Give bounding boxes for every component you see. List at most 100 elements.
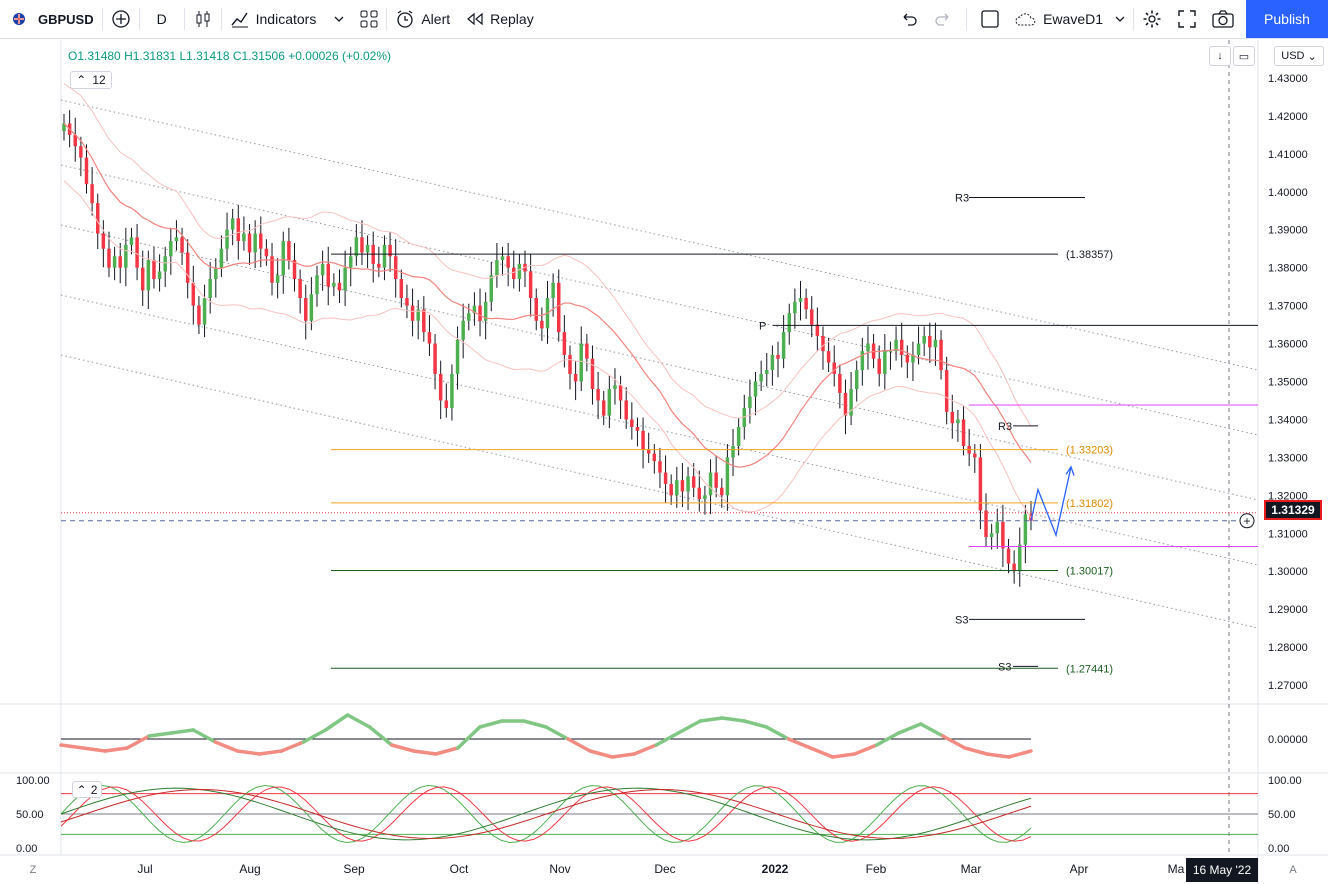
candle-body xyxy=(287,241,291,261)
chevron-down-icon[interactable] xyxy=(1115,16,1125,22)
candle-body xyxy=(146,260,151,291)
candle-body xyxy=(354,237,359,257)
interval-button[interactable]: D xyxy=(140,0,184,38)
candle-body xyxy=(663,472,668,484)
settings-button[interactable] xyxy=(1134,0,1170,38)
price-tick-label: 1.31000 xyxy=(1268,528,1308,540)
candle-body xyxy=(770,354,775,371)
candle-body xyxy=(624,400,628,420)
level-label: (1.33203) xyxy=(1066,445,1113,457)
candle-body xyxy=(483,301,488,321)
level-label: R3 xyxy=(955,192,969,204)
publish-button[interactable]: Publish xyxy=(1246,0,1328,38)
macd-segment xyxy=(896,722,923,735)
candle-body xyxy=(815,324,820,336)
candle-body xyxy=(534,298,538,321)
indicators-button[interactable]: Indicators xyxy=(222,0,353,38)
replay-button[interactable]: Replay xyxy=(458,0,542,38)
candle-body xyxy=(742,408,747,428)
candle-body xyxy=(478,305,482,321)
candle-body xyxy=(332,282,336,287)
candle-body xyxy=(84,157,89,185)
candle-body xyxy=(455,339,460,374)
chevron-down-icon[interactable] xyxy=(334,16,344,22)
macd-segment xyxy=(720,716,747,723)
candle-body xyxy=(236,218,241,242)
time-tick-label: 2022 xyxy=(762,862,789,876)
symbol-button[interactable]: GBPUSD xyxy=(0,0,102,38)
price-tick-label: 1.39000 xyxy=(1268,225,1308,237)
macd-segment xyxy=(919,722,945,738)
oscillator-legend-toggle[interactable]: ⌃ 2 xyxy=(72,781,102,798)
candle-body xyxy=(472,305,477,314)
fullscreen-button[interactable] xyxy=(1170,0,1204,38)
candle-body xyxy=(304,298,308,321)
candle-body xyxy=(433,343,437,374)
candle-body xyxy=(399,279,404,299)
candle-body xyxy=(579,343,583,382)
price-tick-label: 1.29000 xyxy=(1268,604,1308,616)
macd-segment xyxy=(610,752,636,759)
stoch-left-tick-label: 0.00 xyxy=(16,843,37,855)
candle-body xyxy=(568,354,572,374)
candle-body xyxy=(495,260,499,276)
candle-body xyxy=(360,237,364,253)
separator xyxy=(138,8,140,30)
indicator-count: 12 xyxy=(92,73,106,87)
candle-body xyxy=(562,332,567,355)
candle-body xyxy=(911,354,915,363)
currency-selector[interactable]: USD ⌄ xyxy=(1274,46,1324,66)
expand-icon xyxy=(1178,10,1196,28)
macd-segment xyxy=(367,725,394,747)
indicator-legend-toggle[interactable]: ⌃ 12 xyxy=(70,71,112,89)
price-tick-label: 1.43000 xyxy=(1268,73,1308,85)
candle-body xyxy=(500,256,505,261)
candle-body xyxy=(298,279,302,299)
layout-name-button[interactable]: EwaveD1 xyxy=(1007,0,1133,38)
snapshot-button[interactable] xyxy=(1204,0,1242,38)
scroll-down-button[interactable]: ↓ xyxy=(1209,46,1231,66)
separator xyxy=(183,8,185,30)
separator xyxy=(386,8,388,30)
macd-segment xyxy=(764,725,791,741)
candle-body xyxy=(843,392,848,416)
candle-body xyxy=(989,533,994,538)
high-value: H1.31831 xyxy=(124,49,177,63)
chart-type-button[interactable] xyxy=(185,0,221,38)
stoch-left-tick-label: 50.00 xyxy=(16,809,44,821)
macd-segment xyxy=(985,752,1011,759)
price-tick-label: 1.37000 xyxy=(1268,301,1308,313)
time-tick-label: Aug xyxy=(239,862,260,876)
candle-body xyxy=(365,244,370,253)
layouts-button[interactable] xyxy=(352,0,386,38)
candle-body xyxy=(809,309,814,325)
candle-body xyxy=(714,472,718,488)
grid-icon xyxy=(360,10,378,28)
fullscreen-toggle-button[interactable] xyxy=(973,0,1007,38)
maximize-pane-button[interactable]: ▭ xyxy=(1233,46,1255,66)
crosshair-date-tag: 16 May '22 xyxy=(1186,858,1258,882)
macd-segment xyxy=(191,728,218,744)
macd-segment xyxy=(323,713,350,732)
macd-segment xyxy=(632,743,658,756)
cloud-icon xyxy=(1015,11,1037,27)
compare-button[interactable] xyxy=(103,0,139,38)
candle-body xyxy=(669,483,673,496)
candle-body xyxy=(377,263,381,268)
macd-segment xyxy=(411,749,438,756)
candle-body xyxy=(259,233,263,249)
candle-body xyxy=(916,343,921,355)
alert-button[interactable]: Alert xyxy=(387,0,458,38)
redo-icon xyxy=(934,12,952,26)
undo-button[interactable] xyxy=(892,0,926,38)
price-tick-label: 1.34000 xyxy=(1268,414,1308,426)
candle-body xyxy=(135,237,139,268)
macd-segment xyxy=(941,734,967,750)
candle-body xyxy=(613,385,617,390)
macd-segment xyxy=(213,740,240,753)
candle-body xyxy=(697,487,702,500)
redo-button[interactable] xyxy=(926,0,960,38)
price-tick-label: 1.38000 xyxy=(1268,263,1308,275)
candle-body xyxy=(725,457,730,496)
